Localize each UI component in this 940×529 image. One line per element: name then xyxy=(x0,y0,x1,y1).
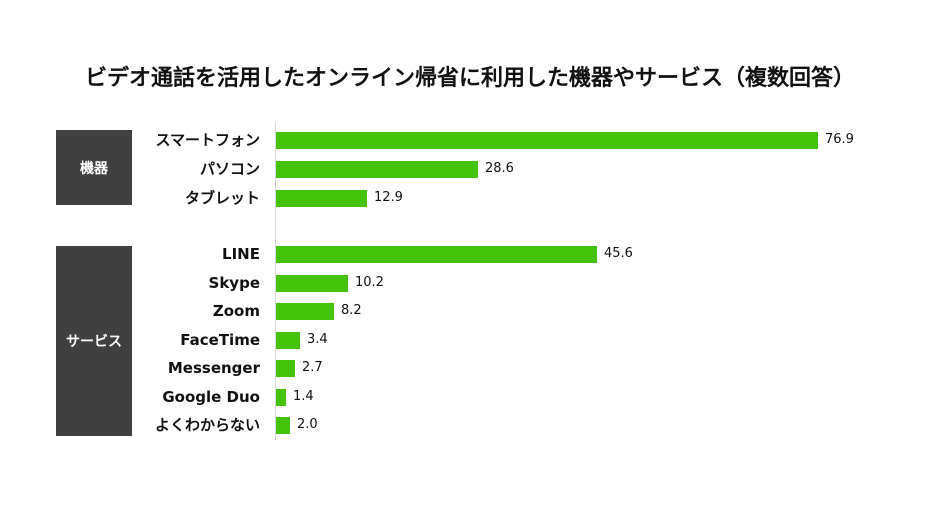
data-value-label: 76.9 xyxy=(825,132,854,147)
bar xyxy=(276,275,348,292)
category-label: よくわからない xyxy=(154,416,260,434)
data-value-label: 28.6 xyxy=(485,161,514,176)
bar xyxy=(276,332,300,349)
category-label: Messenger xyxy=(167,359,260,377)
bar-row: Skype 10.2 xyxy=(0,273,940,293)
category-label: タブレット xyxy=(184,189,260,207)
category-label: Google Duo xyxy=(162,388,260,406)
bar-row: スマートフォン 76.9 xyxy=(0,130,940,150)
category-axis-line xyxy=(275,122,276,440)
data-value-label: 2.0 xyxy=(297,417,318,432)
category-label: FaceTime xyxy=(180,331,260,349)
bar-row: Zoom 8.2 xyxy=(0,301,940,321)
bar-row: LINE 45.6 xyxy=(0,244,940,264)
bar xyxy=(276,190,367,207)
bar-row: Messenger 2.7 xyxy=(0,358,940,378)
category-label: スマートフォン xyxy=(155,131,260,149)
bar xyxy=(276,246,597,263)
bar-row: Google Duo 1.4 xyxy=(0,387,940,407)
bar-row: パソコン 28.6 xyxy=(0,159,940,179)
group-label-box: 機器 xyxy=(56,130,132,205)
group-label-box: サービス xyxy=(56,246,132,436)
data-value-label: 1.4 xyxy=(293,389,314,404)
bar-row: タブレット 12.9 xyxy=(0,188,940,208)
data-value-label: 45.6 xyxy=(604,246,633,261)
data-value-label: 2.7 xyxy=(302,360,323,375)
category-label: パソコン xyxy=(199,160,260,178)
bar xyxy=(276,132,818,149)
bar xyxy=(276,360,295,377)
data-value-label: 12.9 xyxy=(374,190,403,205)
category-label: Skype xyxy=(208,274,260,292)
category-label: Zoom xyxy=(212,302,260,320)
data-value-label: 8.2 xyxy=(341,303,362,318)
bar xyxy=(276,161,478,178)
data-value-label: 3.4 xyxy=(307,332,328,347)
bar-row: FaceTime 3.4 xyxy=(0,330,940,350)
data-value-label: 10.2 xyxy=(355,275,384,290)
bar xyxy=(276,303,334,320)
category-label: LINE xyxy=(222,245,260,263)
bar xyxy=(276,417,290,434)
bar-row: よくわからない 2.0 xyxy=(0,415,940,435)
chart-title: ビデオ通話を活用したオンライン帰省に利用した機器やサービス（複数回答） xyxy=(84,66,855,91)
bar xyxy=(276,389,286,406)
